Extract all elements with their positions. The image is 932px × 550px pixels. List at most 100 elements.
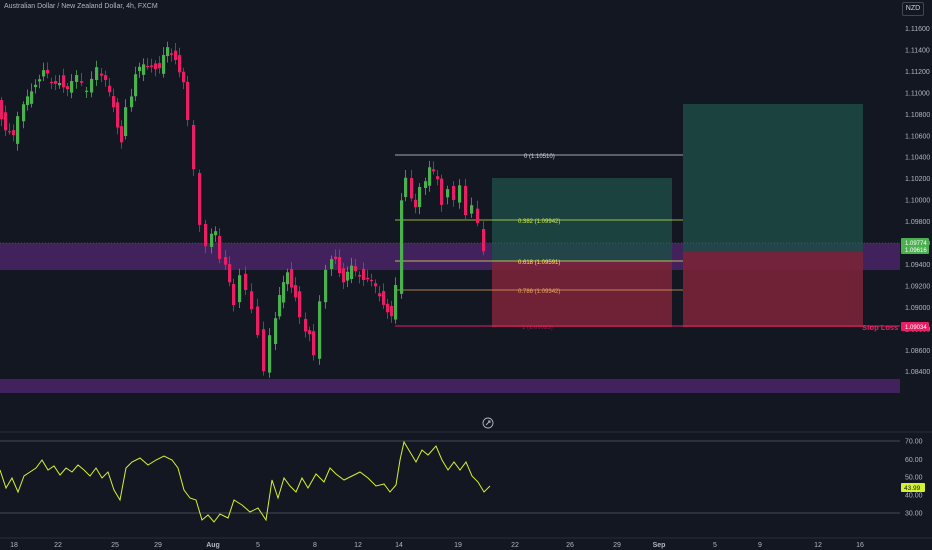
candle-body xyxy=(130,96,134,108)
fibonacci-retracement[interactable]: 0 (1.10510) 0.382 (1.09942) 0.618 (1.095… xyxy=(395,154,900,331)
price-tick-label: 1.09400 xyxy=(905,262,930,269)
price-tick-label: 1.10600 xyxy=(905,133,930,140)
candle-body xyxy=(138,66,142,72)
replay-icon[interactable] xyxy=(482,417,494,429)
candle-body xyxy=(404,177,408,198)
candle-body xyxy=(286,272,290,285)
candle-body xyxy=(85,90,89,92)
time-axis-label: 29 xyxy=(154,542,162,549)
candle-body xyxy=(304,318,308,332)
candle-body xyxy=(318,301,322,359)
rsi-tick-label: 60.00 xyxy=(905,457,923,464)
candle-body xyxy=(476,208,480,224)
candle-body xyxy=(100,73,104,76)
candle-body xyxy=(256,306,260,335)
candle-body xyxy=(62,75,66,88)
candle-body xyxy=(424,181,428,189)
candle-body xyxy=(414,199,418,208)
price-tick-label: 1.11000 xyxy=(905,90,930,97)
candle-body xyxy=(330,259,334,269)
candle-body xyxy=(112,96,116,108)
rsi-tick-label: 30.00 xyxy=(905,511,923,518)
candle-body xyxy=(26,96,30,106)
price-tick-label: 1.10400 xyxy=(905,155,930,162)
fib-label-0786: 0.786 (1.09342) xyxy=(518,289,560,295)
rsi-tick-label: 50.00 xyxy=(905,475,923,482)
time-axis-label: 18 xyxy=(10,542,18,549)
price-tick-label: 1.11600 xyxy=(905,26,930,33)
long-stop-zone[interactable] xyxy=(492,261,672,327)
candle-body xyxy=(282,282,286,303)
candle-body xyxy=(12,130,16,136)
candle-body xyxy=(410,178,414,199)
candle-body xyxy=(214,231,218,236)
candle-body xyxy=(354,266,358,272)
rsi-line xyxy=(0,440,491,523)
candle-body xyxy=(458,185,462,203)
candle-body xyxy=(238,275,242,303)
candle-body xyxy=(166,47,170,57)
candle-body xyxy=(482,229,486,252)
price-tick-label: 1.08400 xyxy=(905,369,930,376)
candle-body xyxy=(262,329,266,372)
price-tick-label: 1.09800 xyxy=(905,219,930,226)
rsi-value-tag: 43.99 xyxy=(901,483,925,492)
candle-body xyxy=(154,63,158,70)
candle-body xyxy=(70,81,74,93)
candle-body xyxy=(228,264,232,283)
candle-body xyxy=(4,112,8,131)
price-tick-label: 1.10000 xyxy=(905,198,930,205)
long-target-zone[interactable] xyxy=(492,178,672,261)
candle-body xyxy=(204,223,208,247)
fib-label-0: 0 (1.10510) xyxy=(524,154,555,160)
candle-body xyxy=(38,79,42,82)
candle-body xyxy=(170,53,174,55)
position-stop-zone[interactable] xyxy=(683,252,863,327)
candle-body xyxy=(374,283,378,287)
time-axis-label: 8 xyxy=(313,542,317,549)
candle-body xyxy=(22,104,26,122)
rsi-pane[interactable] xyxy=(0,440,900,523)
candle-body xyxy=(366,277,370,280)
current-price-tag: 1.09774 1.09616 xyxy=(901,238,929,254)
price-tick-label: 1.09200 xyxy=(905,283,930,290)
fib-label-1: 1 (1.09023) xyxy=(522,325,553,331)
candle-body xyxy=(174,50,178,60)
candle-body xyxy=(46,69,50,74)
rsi-axis[interactable]: 70.00 60.00 50.00 40.00 30.00 xyxy=(905,439,923,518)
time-axis-label: 5 xyxy=(713,542,717,549)
candle-body xyxy=(308,330,312,335)
candle-body xyxy=(182,71,186,83)
time-axis-label: Sep xyxy=(653,542,666,549)
time-axis-label: 22 xyxy=(54,542,62,549)
time-axis-label: Aug xyxy=(206,542,220,549)
candle-body xyxy=(324,269,328,303)
candle-body xyxy=(150,65,154,67)
price-tick-label: 1.08600 xyxy=(905,348,930,355)
candle-body xyxy=(278,295,282,317)
time-axis[interactable]: 18 22 25 29 Aug 5 8 12 14 19 22 26 29 Sep 5 9 12 16 xyxy=(10,542,864,549)
time-axis-label: 25 xyxy=(111,542,119,549)
currency-selector[interactable]: NZD xyxy=(902,2,924,16)
price-tick-label: 1.09000 xyxy=(905,305,930,312)
candle-body xyxy=(428,167,432,186)
candle-body xyxy=(124,107,128,137)
stop-loss-price-tag: 1.09034 xyxy=(901,322,929,331)
candle-body xyxy=(90,78,94,93)
candle-body xyxy=(350,265,354,279)
price-tick-label: 1.10200 xyxy=(905,176,930,183)
candlestick-series[interactable] xyxy=(0,41,486,378)
stop-loss-price-value: 1.09034 xyxy=(905,325,927,331)
candle-body xyxy=(274,318,278,344)
price-tick-label: 1.10800 xyxy=(905,112,930,119)
candle-body xyxy=(290,269,294,288)
candle-body xyxy=(66,86,70,90)
time-axis-label: 12 xyxy=(814,542,822,549)
candle-body xyxy=(342,268,346,283)
support-zone xyxy=(0,379,900,393)
position-target-zone[interactable] xyxy=(683,104,863,252)
candle-body xyxy=(218,235,222,259)
candle-body xyxy=(362,268,366,281)
candle-body xyxy=(346,271,350,281)
